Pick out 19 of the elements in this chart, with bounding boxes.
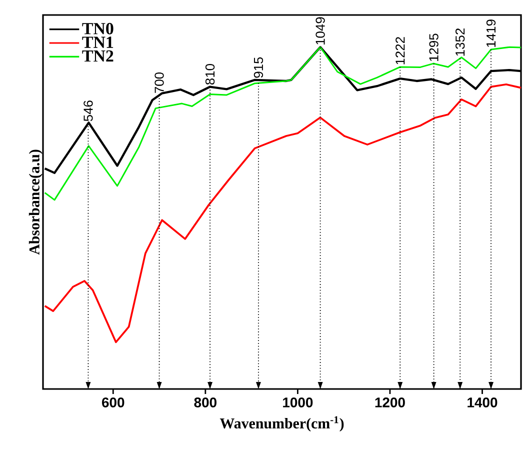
x-tick-label: 800 [194, 397, 216, 408]
legend-label: TN1 [82, 36, 114, 48]
x-tick-label: 1000 [283, 397, 313, 408]
y-axis-title: Absorbance(a.u) [28, 150, 42, 255]
ref-line-label: 810 [205, 64, 215, 85]
ref-line-label: 1352 [456, 28, 465, 56]
legend-label: TN2 [82, 50, 114, 62]
x-tick-label: 1200 [375, 397, 405, 408]
ref-line-label: 1295 [429, 34, 438, 61]
ref-line-label: 700 [154, 72, 164, 93]
ref-line-label: 1419 [486, 20, 496, 47]
x-tick-label: 600 [102, 397, 124, 408]
ref-line-label: 915 [254, 57, 264, 78]
ref-line-label: 1222 [396, 37, 405, 64]
ref-line-label: 1049 [316, 17, 325, 44]
x-axis-title: Wavenumber(cm$^{-1}$) [220, 416, 344, 432]
x-tick-label: 1400 [468, 397, 498, 408]
ref-line-label: 546 [84, 100, 93, 122]
legend-label: TN0 [82, 22, 114, 34]
